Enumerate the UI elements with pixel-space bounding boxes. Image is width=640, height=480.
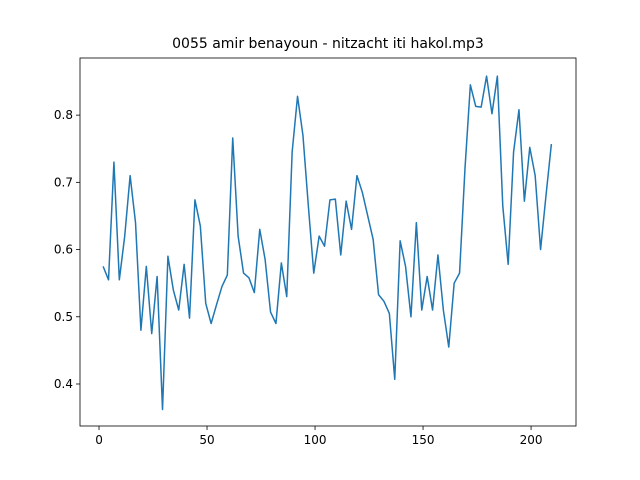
- chart-title: 0055 amir benayoun - nitzacht iti hakol.…: [172, 36, 484, 52]
- plot-frame: [79, 57, 577, 427]
- x-tick-label: 150: [412, 433, 435, 447]
- y-tick-label: 0.4: [54, 377, 73, 391]
- x-tick-label: 50: [199, 433, 214, 447]
- x-tick-label: 100: [304, 433, 327, 447]
- x-tick-label: 0: [95, 433, 103, 447]
- data-line: [102, 75, 553, 411]
- y-tick-label: 0.6: [54, 243, 73, 257]
- y-tick-label: 0.8: [54, 108, 73, 122]
- y-tick-label: 0.5: [54, 310, 73, 324]
- y-tick-label: 0.7: [54, 175, 73, 189]
- x-tick-label: 200: [520, 433, 543, 447]
